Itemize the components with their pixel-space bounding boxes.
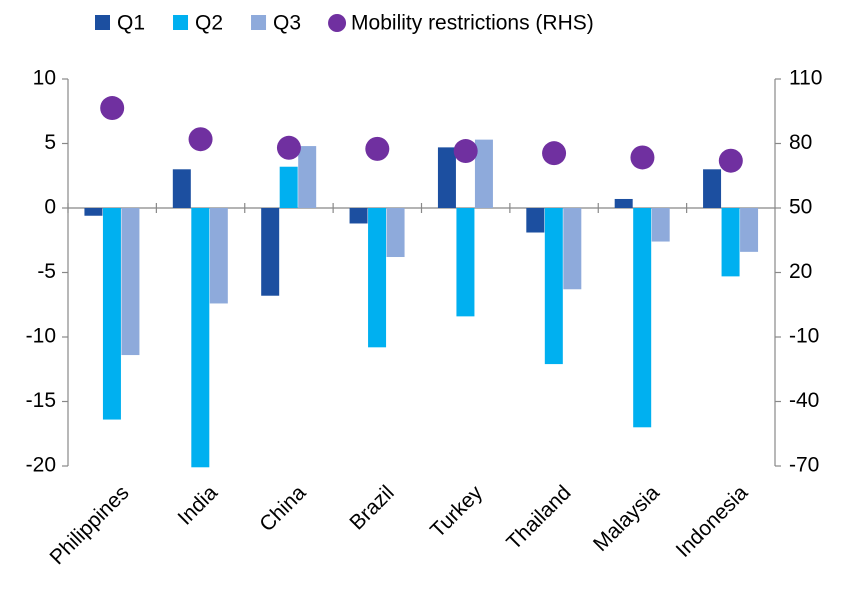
y2-tick-label: -10: [789, 325, 819, 348]
bar: [209, 208, 228, 304]
bar: [721, 208, 740, 277]
dot: [100, 96, 125, 121]
y2-tick-label: 20: [789, 260, 812, 283]
y-tick-label: -20: [26, 454, 56, 477]
bar: [526, 208, 545, 233]
y2-tick-label: -40: [789, 389, 819, 412]
bar: [191, 208, 210, 468]
bar: [121, 208, 140, 356]
bar: [102, 208, 121, 420]
bar: [633, 208, 652, 428]
bar: [703, 169, 722, 208]
y2-tick-label: 50: [789, 196, 812, 219]
dot: [188, 127, 213, 152]
bar: [544, 208, 563, 365]
bar: [474, 139, 493, 208]
legend-marker: [173, 15, 189, 30]
dot: [542, 141, 567, 166]
bar: [298, 146, 317, 208]
bar: [386, 208, 405, 258]
x-tick-label: Thailand: [502, 481, 575, 554]
y2-tick-label: -70: [789, 454, 819, 477]
x-tick-label: Philippines: [46, 481, 134, 569]
bar: [261, 208, 280, 296]
bar: [563, 208, 582, 290]
dot: [630, 145, 655, 170]
y2-tick-label: 110: [789, 67, 822, 90]
bar: [437, 147, 456, 208]
bar: [279, 166, 298, 208]
x-tick-label: Turkey: [426, 481, 487, 542]
y-tick-label: 5: [44, 131, 56, 154]
legend-marker: [95, 15, 110, 30]
bar: [456, 208, 475, 317]
dot: [453, 139, 478, 164]
bar: [614, 198, 633, 208]
y2-tick-label: 80: [789, 131, 812, 154]
y-tick-label: 10: [33, 67, 56, 90]
dot: [276, 135, 301, 160]
legend-marker: [251, 15, 267, 30]
bar: [651, 208, 670, 242]
legend-label: Mobility restrictions (RHS): [351, 12, 594, 35]
x-tick-label: China: [255, 481, 310, 536]
dot: [718, 148, 743, 173]
bar: [84, 208, 103, 216]
legend-marker: [328, 14, 347, 32]
y-tick-label: 0: [44, 196, 56, 219]
bar: [349, 208, 368, 224]
x-tick-label: Malaysia: [589, 481, 664, 556]
y-tick-label: -15: [26, 389, 56, 412]
dot: [365, 136, 390, 161]
bar: [740, 208, 759, 252]
y-tick-label: -5: [37, 260, 56, 283]
bar: [172, 169, 191, 208]
x-tick-label: India: [174, 481, 223, 530]
legend-label: Q2: [195, 12, 223, 35]
x-tick-label: Brazil: [345, 481, 398, 534]
legend-label: Q1: [117, 12, 145, 35]
legend-label: Q3: [273, 12, 301, 35]
y-tick-label: -10: [26, 325, 56, 348]
x-tick-label: Indonesia: [672, 481, 753, 562]
bar: [368, 208, 387, 348]
